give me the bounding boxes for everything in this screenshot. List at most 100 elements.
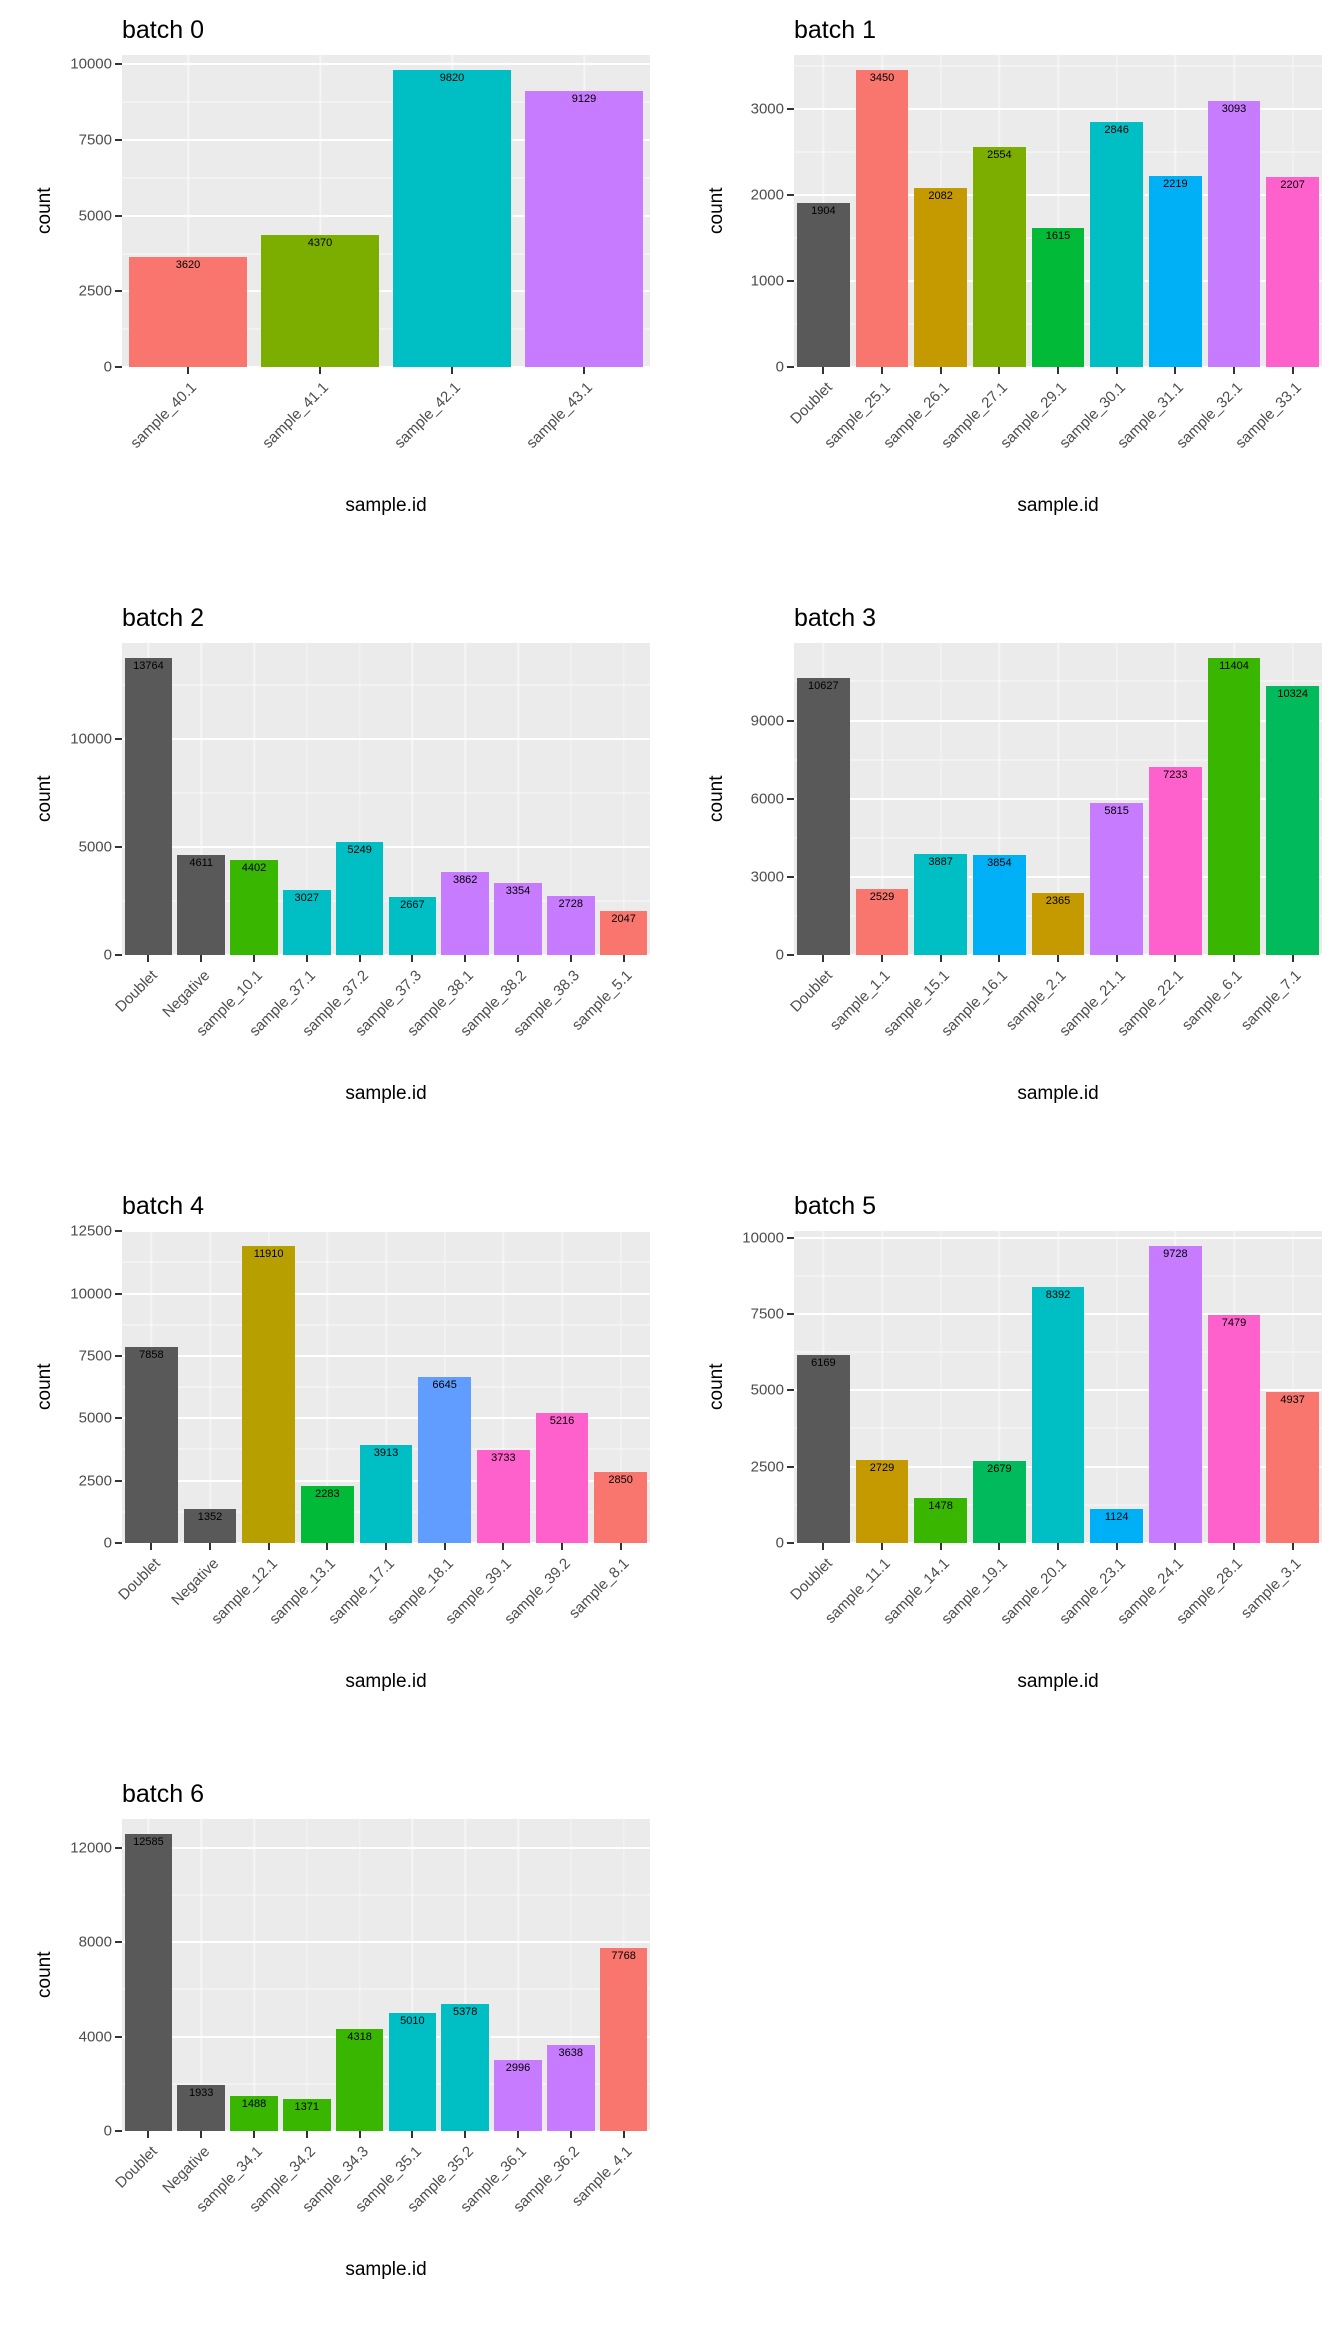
plot-panel: 7858 1352 11910 2283 3913 6645 3733 5216 2850 — [115, 1230, 650, 1550]
x-tick-label: sample_43.1 — [523, 379, 597, 452]
x-tick-label: sample_42.1 — [391, 379, 465, 452]
plot-area: count 0 1000 2000 3000 1904 3450 2082 2554 1615… — [706, 55, 1322, 519]
bar-value-label: 1933 — [188, 2087, 214, 2100]
chart-title: batch 2 — [122, 604, 205, 632]
y-tick-label: 12500 — [70, 1222, 112, 1240]
gridline-x — [570, 1819, 572, 2131]
cell-empty — [672, 1764, 1344, 2352]
x-tick-label: Doublet — [114, 1555, 164, 1604]
gridline-x — [411, 1819, 414, 2131]
y-tick-label: 8000 — [78, 1933, 112, 1951]
y-tick-label: 2500 — [78, 282, 112, 300]
chart-title: batch 5 — [794, 1192, 877, 1220]
y-tick-mark — [115, 2130, 122, 2132]
bar-Doublet — [796, 203, 850, 367]
gridline-x — [998, 643, 1001, 955]
chart-title: batch 1 — [794, 16, 877, 44]
gridline-x — [570, 643, 572, 955]
x-tick-mark — [939, 367, 942, 374]
x-tick-mark — [200, 955, 203, 962]
x-tick-mark — [502, 1543, 505, 1550]
bar-sample_27.1 — [972, 147, 1026, 367]
bar-sample_34.1 — [230, 2095, 278, 2131]
x-tick-mark — [1057, 1543, 1059, 1550]
plot-area: count 0 2500 5000 7500 10000 3620 4370 9820 912… — [34, 55, 650, 519]
y-tick-mark — [787, 193, 794, 196]
y-tick-label: 5000 — [78, 1409, 112, 1427]
x-tick-mark — [267, 1543, 270, 1550]
bar-sample_25.1 — [855, 69, 909, 367]
bar-value-label: 4318 — [347, 2031, 372, 2044]
y-tick-mark — [115, 214, 122, 217]
bar-sample_34.3 — [335, 2029, 384, 2131]
x-tick-label: Negative — [159, 2143, 214, 2197]
plot-panel: 10627 2529 3887 3854 2365 5815 7233 11404 10324 — [787, 643, 1322, 962]
gridline-minor — [122, 328, 650, 330]
x-tick-mark — [411, 955, 414, 962]
gridline-major — [122, 290, 650, 293]
bar-value-label: 2207 — [1280, 178, 1305, 191]
y-tick-label: 6000 — [750, 790, 784, 808]
x-tick-mark — [1115, 1543, 1118, 1550]
y-tick-label: 3000 — [750, 100, 784, 118]
y-tick-label: 0 — [103, 1534, 112, 1552]
x-tick-mark — [385, 1543, 387, 1550]
bar-value-label: 2082 — [928, 189, 953, 202]
y-tick-label: 12000 — [70, 1839, 112, 1857]
x-axis-title: sample.id — [1017, 495, 1099, 516]
x-tick-mark — [998, 955, 1001, 962]
x-tick-mark — [147, 955, 150, 962]
bar-value-label: 2996 — [505, 2062, 531, 2075]
bar-Doublet — [796, 678, 850, 955]
y-tick-mark — [787, 1542, 794, 1544]
bar-sample_21.1 — [1090, 803, 1144, 955]
bar-value-label: 3733 — [491, 1451, 516, 1464]
x-axis-title: sample.id — [1017, 1083, 1099, 1104]
gridline-minor — [122, 177, 650, 179]
bar-sample_1.1 — [855, 889, 909, 955]
x-tick-mark — [209, 1543, 211, 1550]
x-tick-mark — [881, 1543, 883, 1550]
cell-batch-5: batch 5 count 0 2500 5000 7500 10000 6169 272… — [672, 1176, 1344, 1764]
bar-value-label: 3027 — [294, 891, 320, 904]
bar-value-label: 2219 — [1163, 177, 1188, 190]
bar-value-label: 7768 — [611, 1949, 636, 1962]
x-tick-label: Negative — [168, 1555, 223, 1609]
plot-panel: 13764 4611 4402 3027 5249 2667 3862 3354 2728 204… — [115, 643, 650, 962]
y-tick-label: 10000 — [742, 1229, 784, 1247]
y-tick-label: 10000 — [70, 55, 112, 73]
plot-area: count 0 5000 10000 13764 4611 4402 3027 5249 26… — [34, 643, 650, 1107]
x-tick-label: Doublet — [111, 2143, 161, 2192]
y-tick-label: 2500 — [78, 1472, 112, 1490]
bar-sample_23.1 — [1090, 1508, 1144, 1543]
bar-sample_38.1 — [441, 871, 489, 955]
chart-title: batch 4 — [122, 1192, 205, 1220]
gridline-major — [122, 2035, 650, 2038]
bar-value-label: 5216 — [549, 1414, 575, 1427]
gridline-minor — [122, 1988, 650, 1990]
bar-sample_33.1 — [1266, 176, 1320, 367]
gridline-x — [561, 1231, 563, 1543]
gridline-x — [358, 1819, 361, 2131]
y-axis-title: count — [34, 775, 55, 823]
bar-value-label: 2283 — [315, 1488, 340, 1501]
x-tick-mark — [517, 955, 519, 962]
gridline-x — [1115, 1231, 1118, 1543]
bar-value-label: 2846 — [1104, 123, 1129, 136]
gridline-x — [464, 1819, 466, 2131]
x-tick-mark — [622, 2131, 625, 2138]
x-tick-mark — [998, 1543, 1001, 1550]
bar-sample_43.1 — [524, 90, 644, 367]
bar-sample_13.1 — [300, 1486, 354, 1543]
bar-sample_37.1 — [283, 889, 331, 955]
y-tick-label: 5000 — [750, 1381, 784, 1399]
y-tick-mark — [115, 1542, 122, 1544]
bar-sample_35.2 — [441, 2004, 489, 2131]
gridline-x — [622, 643, 625, 955]
y-tick-mark — [787, 797, 794, 800]
x-tick-mark — [1291, 1543, 1294, 1550]
bar-sample_19.1 — [972, 1461, 1026, 1543]
x-tick-mark — [451, 367, 453, 374]
y-tick-mark — [115, 738, 122, 741]
